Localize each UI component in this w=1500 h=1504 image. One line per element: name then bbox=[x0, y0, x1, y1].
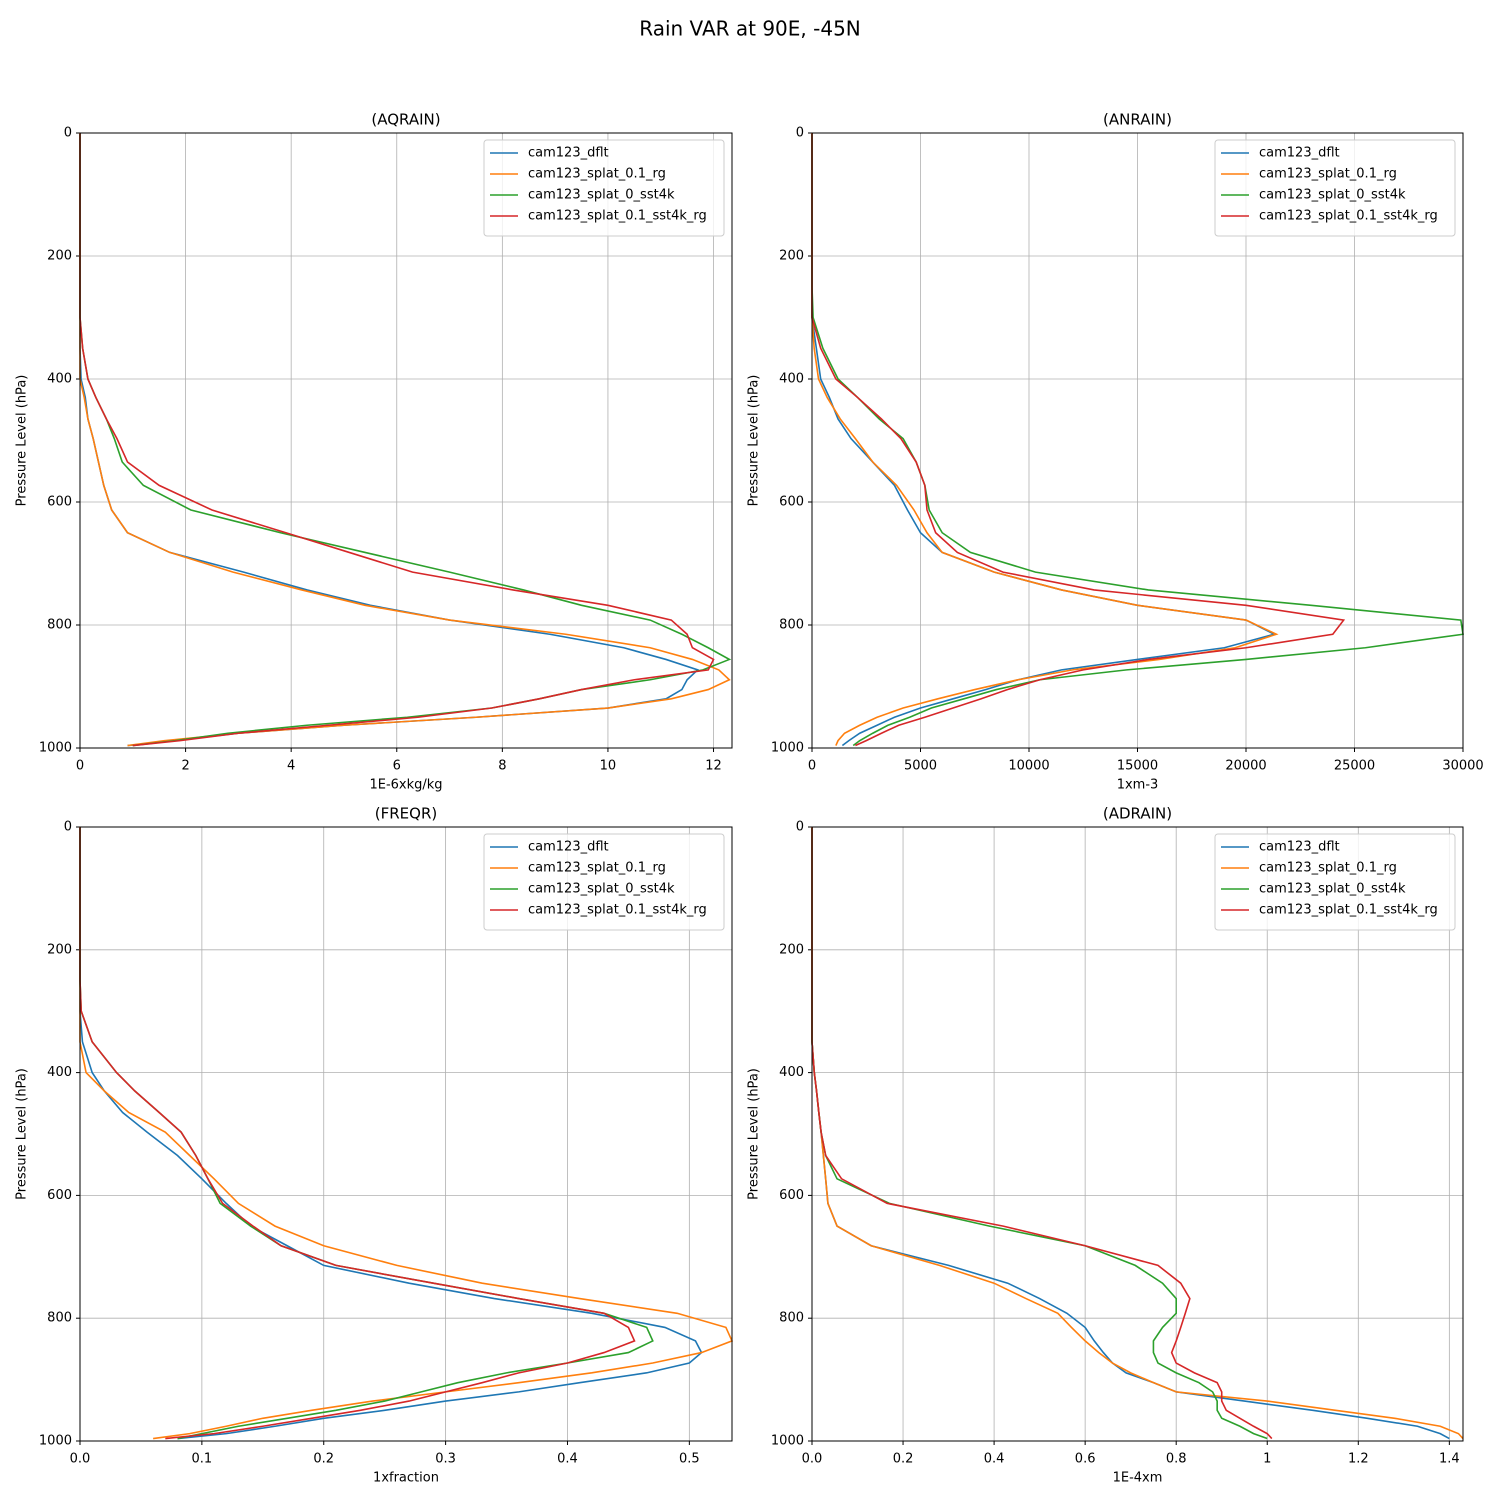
x-tick-label: 0.4 bbox=[984, 1452, 1005, 1467]
y-tick-label: 800 bbox=[779, 618, 804, 633]
x-tick-label: 30000 bbox=[1442, 759, 1483, 774]
figure-title: Rain VAR at 90E, -45N bbox=[639, 17, 861, 41]
x-tick-label: 20000 bbox=[1225, 759, 1266, 774]
y-tick-label: 800 bbox=[47, 618, 72, 633]
series-line bbox=[811, 827, 1273, 1440]
y-tick-label: 1000 bbox=[771, 741, 804, 756]
legend-label: cam123_dflt bbox=[528, 146, 609, 161]
y-tick-label: 600 bbox=[779, 1188, 804, 1203]
x-tick-label: 15000 bbox=[1117, 759, 1158, 774]
y-tick-label: 200 bbox=[47, 942, 72, 957]
subplot-title: (ADRAIN) bbox=[1103, 805, 1172, 823]
series-line bbox=[79, 827, 636, 1440]
legend-label: cam123_splat_0_sst4k bbox=[1259, 188, 1406, 203]
series-line bbox=[811, 133, 1279, 746]
legend-box bbox=[1214, 139, 1456, 237]
plot-frame bbox=[811, 826, 1464, 1442]
legend-label: cam123_splat_0.1_rg bbox=[528, 167, 666, 182]
y-tick-label: 600 bbox=[779, 495, 804, 510]
x-tick-label: 0.3 bbox=[435, 1452, 456, 1467]
y-tick-label: 400 bbox=[779, 372, 804, 387]
series-line bbox=[79, 133, 715, 747]
y-tick-label: 600 bbox=[47, 495, 72, 510]
y-tick-label: 0 bbox=[796, 820, 804, 835]
legend-label: cam123_dflt bbox=[1259, 146, 1340, 161]
legend-label: cam123_splat_0.1_rg bbox=[1259, 167, 1397, 182]
y-tick-label: 1000 bbox=[39, 1434, 72, 1449]
y-tick-label: 1000 bbox=[771, 1434, 804, 1449]
x-tick-label: 0 bbox=[76, 759, 84, 774]
legend-label: cam123_splat_0.1_sst4k_rg bbox=[528, 903, 707, 918]
y-tick-label: 0 bbox=[64, 126, 72, 141]
x-tick-label: 0.0 bbox=[802, 1452, 823, 1467]
legend-label: cam123_splat_0_sst4k bbox=[528, 188, 675, 203]
y-tick-label: 800 bbox=[779, 1311, 804, 1326]
x-tick-label: 0.6 bbox=[1075, 1452, 1096, 1467]
y-tick-label: 200 bbox=[779, 249, 804, 264]
legend-label: cam123_splat_0.1_sst4k_rg bbox=[1259, 209, 1438, 224]
legend-label: cam123_dflt bbox=[528, 840, 609, 855]
legend-box bbox=[483, 139, 725, 237]
series-line bbox=[79, 827, 734, 1440]
y-tick-label: 200 bbox=[47, 249, 72, 264]
x-axis-label: 1xfraction bbox=[373, 1471, 439, 1486]
x-tick-label: 0.5 bbox=[679, 1452, 700, 1467]
legend-label: cam123_dflt bbox=[1259, 840, 1340, 855]
y-tick-label: 400 bbox=[47, 372, 72, 387]
x-tick-label: 10000 bbox=[1008, 759, 1049, 774]
x-tick-label: 5000 bbox=[904, 759, 937, 774]
x-tick-label: 0.1 bbox=[192, 1452, 213, 1467]
y-axis-label: Pressure Level (hPa) bbox=[15, 375, 30, 507]
y-axis-label: Pressure Level (hPa) bbox=[747, 375, 762, 507]
x-tick-label: 0.0 bbox=[70, 1452, 91, 1467]
x-axis-label: 1E-4xm bbox=[1113, 1471, 1163, 1486]
x-tick-label: 0.2 bbox=[313, 1452, 334, 1467]
x-tick-label: 2 bbox=[181, 759, 189, 774]
y-tick-label: 800 bbox=[47, 1311, 72, 1326]
legend-label: cam123_splat_0.1_rg bbox=[528, 861, 666, 876]
x-tick-label: 8 bbox=[498, 759, 506, 774]
x-tick-label: 1 bbox=[1263, 1452, 1271, 1467]
x-tick-label: 1.2 bbox=[1348, 1452, 1369, 1467]
y-tick-label: 0 bbox=[796, 126, 804, 141]
legend-box bbox=[483, 833, 725, 931]
x-tick-label: 25000 bbox=[1334, 759, 1375, 774]
legend-label: cam123_splat_0.1_sst4k_rg bbox=[1259, 903, 1438, 918]
y-tick-label: 200 bbox=[779, 942, 804, 957]
x-tick-label: 6 bbox=[393, 759, 401, 774]
plot-frame bbox=[811, 132, 1464, 749]
series-line bbox=[811, 133, 1346, 747]
y-axis-label: Pressure Level (hPa) bbox=[747, 1068, 762, 1200]
x-tick-label: 0.2 bbox=[893, 1452, 914, 1467]
y-tick-label: 0 bbox=[64, 820, 72, 835]
legend-label: cam123_splat_0_sst4k bbox=[528, 882, 675, 897]
x-axis-label: 1E-6xkg/kg bbox=[369, 778, 442, 793]
y-axis-label: Pressure Level (hPa) bbox=[15, 1068, 30, 1200]
subplot-title: (ANRAIN) bbox=[1103, 111, 1172, 129]
y-tick-label: 400 bbox=[779, 1065, 804, 1080]
plot-frame bbox=[79, 826, 733, 1442]
x-tick-label: 10 bbox=[600, 759, 617, 774]
subplot-title: (FREQR) bbox=[375, 805, 437, 823]
x-tick-label: 0 bbox=[808, 759, 816, 774]
legend-label: cam123_splat_0.1_rg bbox=[1259, 861, 1397, 876]
y-tick-label: 1000 bbox=[39, 741, 72, 756]
legend-label: cam123_splat_0.1_sst4k_rg bbox=[528, 209, 707, 224]
x-tick-label: 4 bbox=[287, 759, 295, 774]
x-tick-label: 12 bbox=[705, 759, 722, 774]
legend-box bbox=[1214, 833, 1456, 931]
x-tick-label: 0.8 bbox=[1166, 1452, 1187, 1467]
y-tick-label: 400 bbox=[47, 1065, 72, 1080]
subplot-title: (AQRAIN) bbox=[371, 111, 440, 129]
plot-frame bbox=[79, 132, 733, 749]
legend-label: cam123_splat_0_sst4k bbox=[1259, 882, 1406, 897]
x-tick-label: 1.4 bbox=[1439, 1452, 1460, 1467]
x-tick-label: 0.4 bbox=[557, 1452, 578, 1467]
series-line bbox=[79, 133, 731, 747]
y-tick-label: 600 bbox=[47, 1188, 72, 1203]
x-axis-label: 1xm-3 bbox=[1117, 778, 1159, 793]
